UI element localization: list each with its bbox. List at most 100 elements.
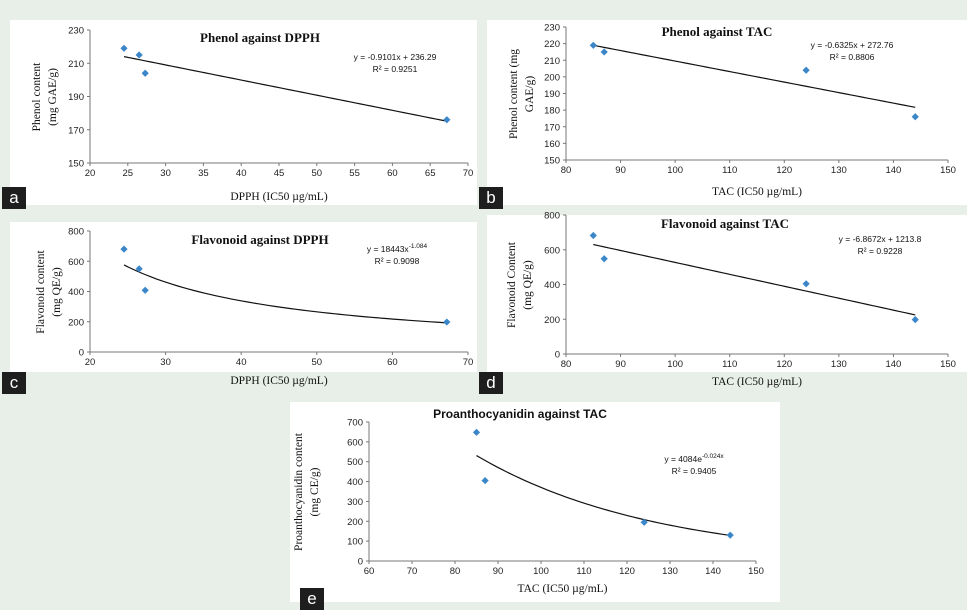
x-axis-label: TAC (IC50 µg/mL) (712, 376, 802, 388)
y-axis-label: Phenol content (31, 62, 43, 131)
y-tick-label: 400 (68, 287, 84, 298)
y-tick-label: 400 (544, 280, 560, 291)
r-squared: R² = 0.9405 (672, 466, 717, 476)
data-point (120, 44, 128, 52)
trendline (476, 455, 731, 537)
chart-title: Flavonoid against TAC (661, 216, 789, 231)
x-tick-label: 80 (561, 359, 572, 370)
y-tick-label: 180 (544, 106, 560, 117)
x-tick-label: 40 (236, 168, 247, 179)
x-tick-label: 90 (615, 165, 626, 176)
chart-e: 60 70 80 90 100 110 120 130 140 150 0 100 200 300 400 5… (290, 402, 780, 602)
y-tick-label: 170 (68, 125, 84, 136)
y-tick-label: 600 (544, 245, 560, 256)
trendline-equation: y = 4084e-0.024x (664, 453, 724, 464)
x-tick-label: 55 (349, 168, 360, 179)
data-point (589, 41, 597, 49)
y-tick-label: 800 (544, 211, 560, 222)
x-tick-label: 20 (85, 168, 96, 179)
y-tick-label: 150 (544, 156, 560, 167)
x-tick-label: 35 (198, 168, 209, 179)
data-point (135, 265, 143, 273)
panel-label-e: e (300, 588, 324, 610)
data-point (589, 231, 597, 240)
chart-c: 20 30 40 50 60 70 0 200 400 600 800 Flavonoid again… (10, 222, 477, 387)
chart-b: 80 90 100 110 120 130 140 150 150 160 170 180 190 200… (487, 20, 967, 205)
x-tick-label: 90 (493, 566, 504, 577)
r-squared: R² = 0.9228 (858, 246, 903, 256)
y-tick-label: 230 (544, 23, 560, 34)
chart-a: 20 25 30 35 40 45 50 55 60 65 70 150 170 190 210 230 Phe… (10, 20, 477, 205)
x-tick-label: 150 (940, 165, 956, 176)
trendline (123, 264, 447, 324)
y-tick-label: 700 (347, 418, 363, 429)
trendline-equation: y = -6.8672x + 1213.8 (839, 234, 922, 244)
chart-d: 80 90 100 110 120 130 140 150 0 200 400 600 800 Flavo… (487, 211, 967, 388)
y-tick-label: 800 (68, 227, 84, 238)
y-tick-label: 200 (68, 317, 84, 328)
x-axis-label: TAC (IC50 µg/mL) (517, 583, 607, 595)
y-axis-label: Flavonoid Content (506, 241, 518, 328)
chart-background (487, 215, 967, 372)
x-tick-label: 90 (615, 359, 626, 370)
x-tick-label: 25 (123, 168, 134, 179)
chart-title: Phenol against DPPH (200, 30, 320, 45)
x-tick-label: 130 (831, 165, 847, 176)
x-tick-label: 50 (312, 168, 323, 179)
data-point (141, 69, 149, 77)
data-point (640, 518, 648, 526)
y-axis-label: GAE/g) (524, 76, 536, 113)
data-point (802, 66, 810, 74)
x-tick-label: 130 (662, 566, 678, 577)
x-tick-label: 100 (667, 359, 683, 370)
x-tick-label: 150 (940, 359, 956, 370)
x-tick-label: 140 (885, 359, 901, 370)
y-tick-label: 170 (544, 122, 560, 133)
x-axis-label: DPPH (IC50 µg/mL) (230, 375, 328, 387)
panel-label-c: c (2, 372, 26, 394)
y-axis-label: Proanthocyanidin content (293, 432, 305, 551)
chart-background (10, 20, 477, 205)
y-axis-label: (mg QE/g) (51, 267, 63, 317)
x-tick-label: 60 (364, 566, 375, 577)
x-tick-label: 70 (463, 168, 474, 179)
data-point (600, 48, 608, 56)
x-tick-label: 40 (236, 357, 247, 368)
x-tick-label: 150 (748, 566, 764, 577)
x-tick-label: 30 (160, 168, 171, 179)
trendline (593, 243, 916, 316)
panel-label-a: a (2, 187, 26, 209)
x-tick-label: 130 (831, 359, 847, 370)
y-tick-label: 230 (68, 26, 84, 37)
x-tick-label: 45 (274, 168, 285, 179)
panel-label-b: b (479, 187, 503, 209)
y-tick-label: 220 (544, 39, 560, 50)
y-tick-label: 150 (68, 159, 84, 170)
y-tick-label: 160 (544, 139, 560, 150)
data-point (472, 428, 481, 436)
chart-title: Flavonoid against DPPH (191, 232, 328, 247)
x-tick-label: 120 (776, 359, 792, 370)
chart-background (10, 222, 477, 372)
y-tick-label: 300 (347, 497, 363, 508)
x-tick-label: 80 (561, 165, 572, 176)
y-tick-label: 400 (347, 477, 363, 488)
y-tick-label: 210 (68, 59, 84, 70)
x-tick-label: 140 (885, 165, 901, 176)
y-axis-label: (mg QE/g) (522, 260, 534, 310)
y-tick-label: 210 (544, 56, 560, 67)
x-tick-label: 20 (85, 357, 96, 368)
y-tick-label: 190 (544, 89, 560, 100)
data-point (911, 113, 919, 121)
data-point (911, 315, 919, 324)
y-tick-label: 600 (347, 437, 363, 448)
data-point (726, 531, 734, 539)
y-tick-label: 200 (544, 72, 560, 83)
x-tick-label: 100 (533, 566, 549, 577)
y-axis-label: Phenol content (mg (508, 49, 520, 139)
trendline (123, 56, 447, 122)
data-point (443, 318, 451, 326)
r-squared: R² = 0.9251 (373, 64, 418, 74)
chart-title: Proanthocyanidin against TAC (433, 407, 607, 421)
